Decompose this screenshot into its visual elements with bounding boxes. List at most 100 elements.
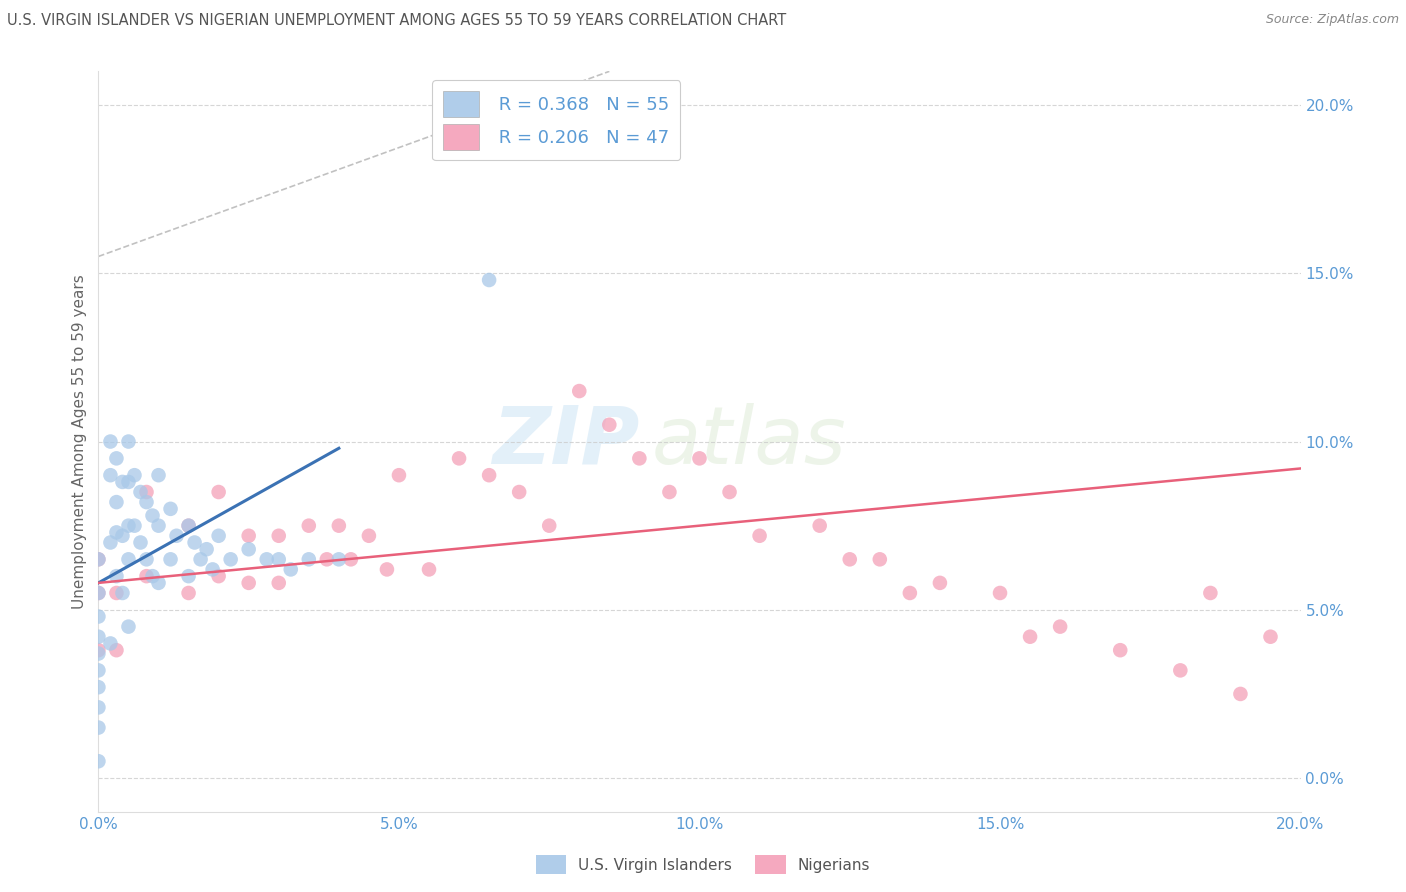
Point xyxy=(538,518,561,533)
Text: ZIP: ZIP xyxy=(492,402,640,481)
Point xyxy=(298,518,321,533)
Point xyxy=(141,508,163,523)
Point xyxy=(478,468,501,483)
Point xyxy=(87,700,110,714)
Point xyxy=(105,569,128,583)
Point xyxy=(111,475,134,489)
Legend: U.S. Virgin Islanders, Nigerians: U.S. Virgin Islanders, Nigerians xyxy=(530,849,876,880)
Point xyxy=(148,575,170,590)
Point xyxy=(87,609,110,624)
Point xyxy=(267,552,290,566)
Point xyxy=(105,586,128,600)
Point xyxy=(87,754,110,768)
Point xyxy=(208,569,231,583)
Point xyxy=(219,552,242,566)
Point xyxy=(117,434,139,449)
Point xyxy=(183,535,205,549)
Text: atlas: atlas xyxy=(651,402,846,481)
Point xyxy=(87,552,110,566)
Point xyxy=(129,485,152,500)
Point xyxy=(808,518,831,533)
Point xyxy=(190,552,212,566)
Point xyxy=(238,542,260,557)
Point xyxy=(135,552,157,566)
Point xyxy=(159,552,181,566)
Point xyxy=(898,586,921,600)
Point xyxy=(208,529,231,543)
Point xyxy=(87,643,110,657)
Point xyxy=(100,535,122,549)
Point xyxy=(568,384,591,398)
Point xyxy=(280,562,302,576)
Point xyxy=(628,451,651,466)
Point xyxy=(256,552,278,566)
Text: U.S. VIRGIN ISLANDER VS NIGERIAN UNEMPLOYMENT AMONG AGES 55 TO 59 YEARS CORRELAT: U.S. VIRGIN ISLANDER VS NIGERIAN UNEMPLO… xyxy=(7,13,786,29)
Point xyxy=(208,485,231,500)
Point xyxy=(111,529,134,543)
Text: Source: ZipAtlas.com: Source: ZipAtlas.com xyxy=(1265,13,1399,27)
Point xyxy=(598,417,620,432)
Point xyxy=(141,569,163,583)
Point xyxy=(718,485,741,500)
Point xyxy=(328,552,350,566)
Point xyxy=(124,468,146,483)
Point xyxy=(1260,630,1282,644)
Point xyxy=(1170,664,1192,678)
Point xyxy=(111,586,134,600)
Point xyxy=(105,451,128,466)
Point xyxy=(838,552,860,566)
Point xyxy=(87,647,110,661)
Point xyxy=(1019,630,1042,644)
Point xyxy=(238,529,260,543)
Point xyxy=(177,518,200,533)
Point xyxy=(117,475,139,489)
Point xyxy=(340,552,363,566)
Point xyxy=(298,552,321,566)
Y-axis label: Unemployment Among Ages 55 to 59 years: Unemployment Among Ages 55 to 59 years xyxy=(72,274,87,609)
Point xyxy=(166,529,188,543)
Point xyxy=(148,518,170,533)
Point xyxy=(135,569,157,583)
Point xyxy=(159,501,181,516)
Point xyxy=(689,451,711,466)
Point xyxy=(100,434,122,449)
Point xyxy=(117,518,139,533)
Point xyxy=(87,721,110,735)
Point xyxy=(117,552,139,566)
Point xyxy=(177,569,200,583)
Point xyxy=(447,451,470,466)
Point xyxy=(418,562,440,576)
Point xyxy=(658,485,681,500)
Point xyxy=(388,468,411,483)
Point xyxy=(177,518,200,533)
Point xyxy=(100,636,122,650)
Point xyxy=(117,619,139,633)
Point xyxy=(328,518,350,533)
Point xyxy=(87,586,110,600)
Point xyxy=(1199,586,1222,600)
Point xyxy=(105,495,128,509)
Point xyxy=(105,525,128,540)
Point xyxy=(100,468,122,483)
Point xyxy=(87,664,110,678)
Point xyxy=(87,680,110,694)
Point xyxy=(195,542,218,557)
Point xyxy=(929,575,952,590)
Point xyxy=(135,495,157,509)
Point xyxy=(177,586,200,600)
Point xyxy=(135,485,157,500)
Point xyxy=(869,552,891,566)
Point xyxy=(148,468,170,483)
Point xyxy=(87,630,110,644)
Point xyxy=(1109,643,1132,657)
Point xyxy=(1229,687,1251,701)
Point xyxy=(748,529,770,543)
Point xyxy=(267,529,290,543)
Point xyxy=(478,273,501,287)
Point xyxy=(129,535,152,549)
Point xyxy=(357,529,380,543)
Legend:  R = 0.368   N = 55,  R = 0.206   N = 47: R = 0.368 N = 55, R = 0.206 N = 47 xyxy=(432,80,681,161)
Point xyxy=(87,552,110,566)
Point xyxy=(375,562,398,576)
Point xyxy=(315,552,337,566)
